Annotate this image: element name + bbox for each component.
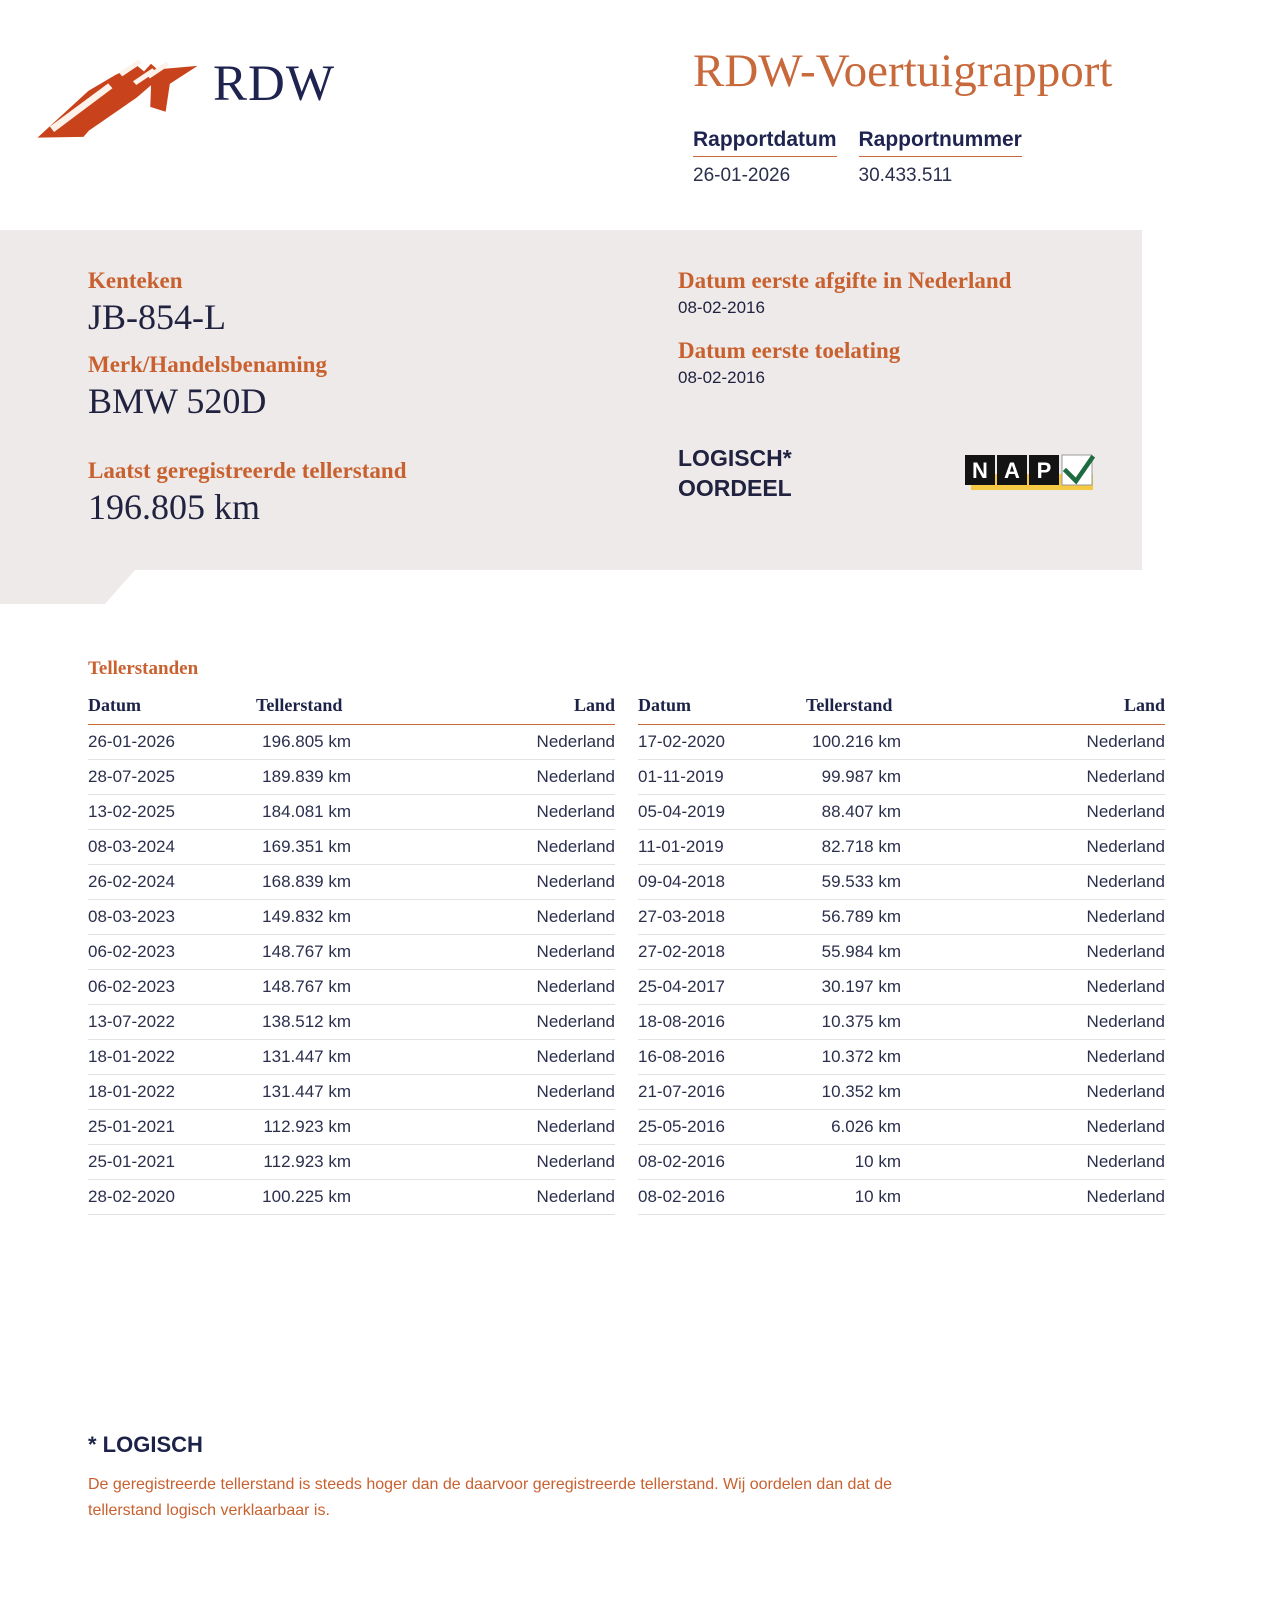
svg-text:N: N [972, 458, 988, 483]
svg-text:P: P [1037, 458, 1052, 483]
svg-text:A: A [1004, 458, 1020, 483]
